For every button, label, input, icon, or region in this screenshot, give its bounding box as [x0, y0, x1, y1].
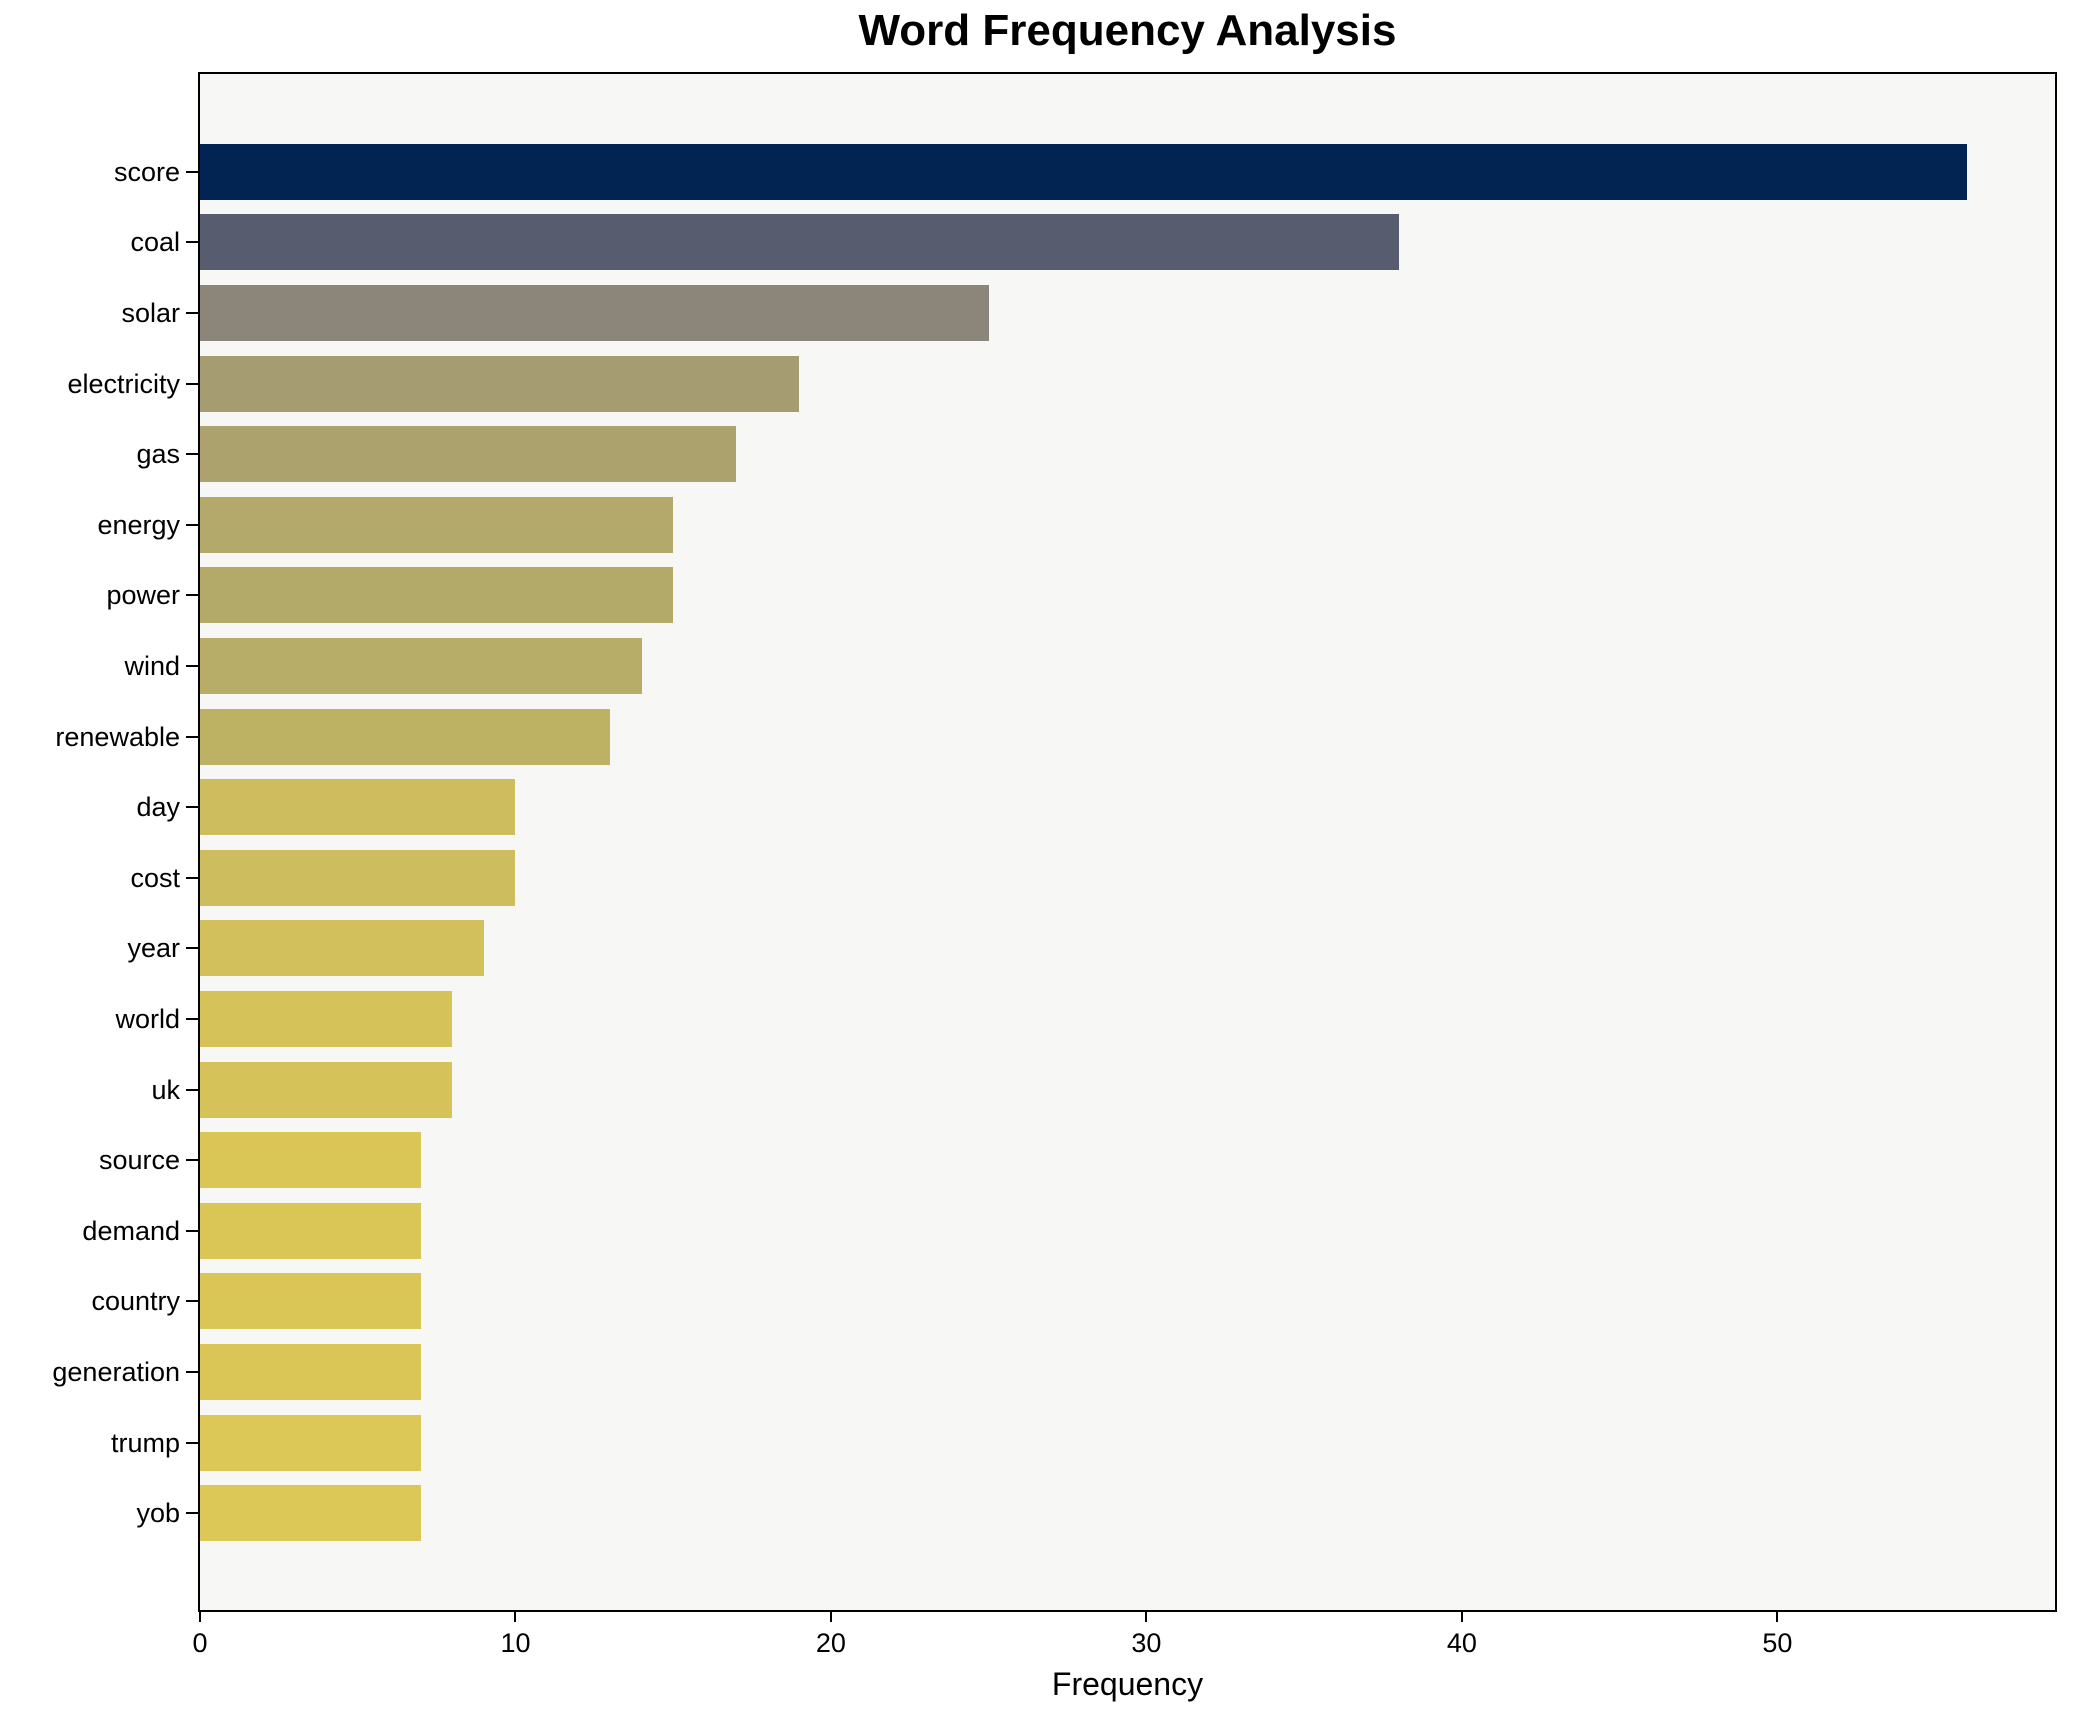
- y-tick-label-score: score: [113, 156, 180, 187]
- y-tick-mark: [186, 1017, 198, 1020]
- y-tick-label-demand: demand: [82, 1215, 180, 1246]
- y-tick-mark: [186, 1229, 198, 1232]
- x-axis: 0 10 20 30 40 50: [192, 1612, 2055, 1682]
- bar-coal: [200, 214, 1399, 271]
- y-tick-mark: [186, 1300, 198, 1303]
- y-tick-mark: [186, 735, 198, 738]
- bar-source: [200, 1132, 421, 1189]
- y-tick-label-trump: trump: [110, 1427, 180, 1458]
- plot-area: [198, 72, 2057, 1612]
- y-tick-mark: [186, 806, 198, 809]
- y-tick-mark: [186, 382, 198, 385]
- y-tick-label-energy: energy: [97, 509, 180, 540]
- bar-uk: [200, 1061, 453, 1118]
- y-tick-mark: [186, 311, 198, 314]
- y-tick-label-renewable: renewable: [55, 721, 180, 752]
- y-tick-label-source: source: [98, 1145, 180, 1176]
- y-tick-mark: [186, 664, 198, 667]
- y-tick-label-generation: generation: [52, 1356, 180, 1387]
- y-tick-mark: [186, 1370, 198, 1373]
- x-tick-label-10: 10: [500, 1628, 531, 1658]
- y-tick-mark: [186, 876, 198, 879]
- y-tick-label-power: power: [106, 580, 180, 611]
- bar-cost: [200, 849, 516, 906]
- bar-score: [200, 143, 1967, 200]
- x-tick-mark: [829, 1612, 832, 1622]
- x-tick-mark: [199, 1612, 201, 1622]
- bar-country: [200, 1273, 421, 1330]
- x-tick-mark: [1460, 1612, 1463, 1622]
- y-tick-mark: [186, 170, 198, 173]
- bar-yob: [200, 1485, 421, 1542]
- bar-year: [200, 920, 484, 977]
- y-tick-mark: [186, 241, 198, 244]
- y-tick-mark: [186, 453, 198, 456]
- x-tick-label-30: 30: [1131, 1628, 1162, 1658]
- y-tick-label-electricity: electricity: [67, 368, 180, 399]
- y-tick-label-day: day: [136, 792, 180, 823]
- y-tick-mark: [186, 594, 198, 597]
- y-tick-label-solar: solar: [121, 297, 180, 328]
- y-tick-label-cost: cost: [130, 862, 180, 893]
- y-tick-mark: [186, 1159, 198, 1162]
- chart-title: Word Frequency Analysis: [858, 6, 1397, 55]
- y-tick-label-year: year: [127, 933, 180, 964]
- bar-renewable: [200, 708, 611, 765]
- bar-trump: [200, 1414, 421, 1471]
- y-tick-label-country: country: [91, 1286, 180, 1317]
- y-tick-mark: [186, 1512, 198, 1515]
- bar-day: [200, 779, 516, 836]
- y-tick-label-gas: gas: [136, 439, 180, 470]
- x-tick-label-50: 50: [1762, 1628, 1793, 1658]
- x-axis-label: Frequency: [1051, 1666, 1204, 1702]
- y-tick-label-wind: wind: [124, 650, 180, 681]
- y-tick-mark: [186, 1441, 198, 1444]
- y-tick-mark: [186, 523, 198, 526]
- y-tick-label-yob: yob: [136, 1498, 180, 1529]
- bar-world: [200, 990, 453, 1047]
- bar-power: [200, 567, 674, 624]
- x-tick-mark: [514, 1612, 517, 1622]
- bar-electricity: [200, 355, 800, 412]
- x-tick-label-20: 20: [815, 1628, 846, 1658]
- x-tick-label-0: 0: [192, 1628, 208, 1658]
- bar-solar: [200, 284, 989, 341]
- x-tick-mark: [1145, 1612, 1148, 1622]
- y-tick-label-coal: coal: [130, 227, 180, 258]
- bar-demand: [200, 1202, 421, 1259]
- bar-wind: [200, 637, 642, 694]
- y-tick-label-uk: uk: [151, 1074, 180, 1105]
- bar-generation: [200, 1343, 421, 1400]
- x-tick-label-40: 40: [1446, 1628, 1477, 1658]
- bar-energy: [200, 496, 674, 553]
- y-tick-mark: [186, 1088, 198, 1091]
- bar-gas: [200, 426, 737, 483]
- y-tick-mark: [186, 947, 198, 950]
- x-tick-mark: [1776, 1612, 1779, 1622]
- y-tick-label-world: world: [115, 1003, 180, 1034]
